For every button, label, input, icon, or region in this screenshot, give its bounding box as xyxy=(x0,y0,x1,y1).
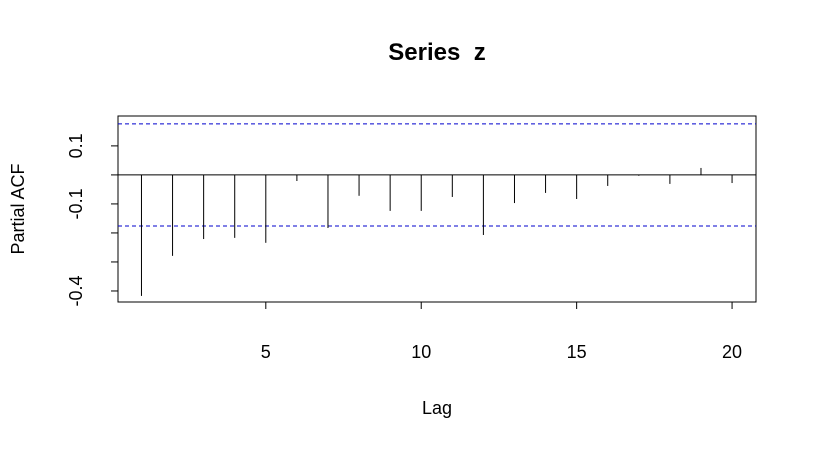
plot-frame xyxy=(117,115,757,303)
x-tick-label: 10 xyxy=(411,342,431,362)
x-tick-label: 20 xyxy=(722,342,742,362)
y-tick-label: 0.1 xyxy=(66,133,86,158)
y-tick-label: -0.1 xyxy=(66,188,86,219)
x-tick-label: 15 xyxy=(567,342,587,362)
x-tick-label: 5 xyxy=(261,342,271,362)
chart-title: Series z xyxy=(388,39,485,66)
y-axis-label: Partial ACF xyxy=(8,163,28,254)
y-tick-label: -0.4 xyxy=(66,275,86,306)
x-axis-label: Lag xyxy=(422,398,452,418)
